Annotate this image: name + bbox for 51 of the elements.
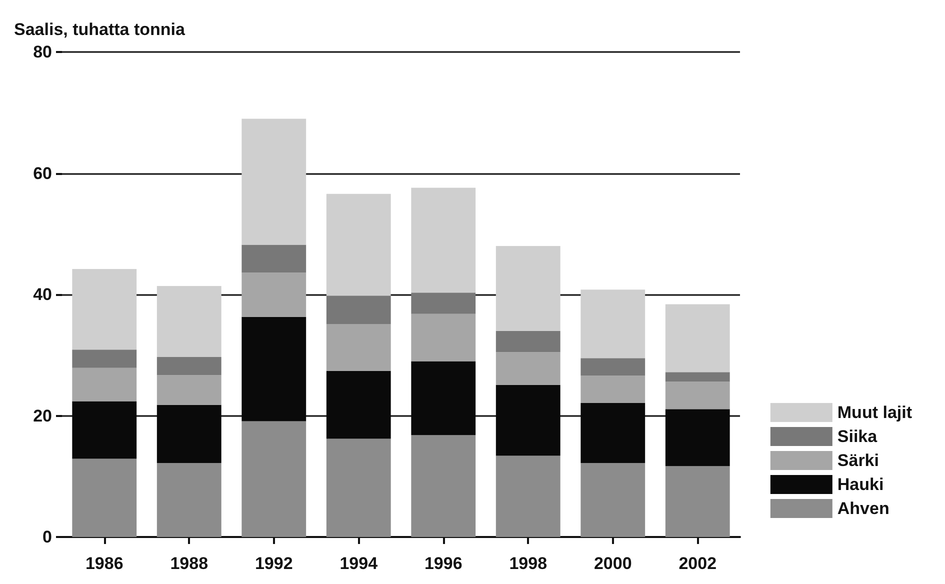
bar [580,290,646,358]
legend-label: Ahven [837,499,890,518]
bar [156,463,222,537]
bar [411,292,476,314]
y-axis-title: Saalis, tuhatta tonnia [14,20,186,39]
legend-label: Siika [837,427,878,446]
bar [242,118,306,245]
bar [326,194,391,296]
bar [242,421,306,537]
legend-label: Muut lajit [837,403,912,422]
x-tick-label: 1996 [424,554,462,573]
x-tick-label: 1988 [170,554,208,573]
bar [242,272,306,317]
bar [580,376,646,404]
bar [72,458,137,537]
bar [496,246,560,331]
bar [580,358,646,376]
y-tick-label: 60 [33,164,52,183]
bar [496,330,560,352]
bar [665,466,730,537]
bar [72,350,137,368]
bar [156,356,222,376]
x-tick-label: 1998 [509,554,548,573]
y-tick-label: 0 [42,528,52,546]
bar [411,188,476,293]
x-tick-label: 1994 [340,554,378,573]
bar [665,372,730,382]
legend-label: Särki [837,451,879,470]
legend-label: Hauki [837,475,884,494]
x-tick-label: 2002 [678,554,717,573]
bar [72,368,137,402]
y-tick-label: 40 [33,285,52,304]
bar [242,244,306,273]
bar [665,304,730,372]
bar [496,456,560,537]
bar [72,269,137,350]
bar [411,435,476,537]
bar [326,324,391,371]
bar [665,382,730,410]
bar [496,352,560,385]
bar [156,286,222,357]
bar [156,375,222,405]
bar [580,463,646,537]
bar [411,314,476,362]
x-tick-label: 1992 [254,554,293,573]
bar [326,296,391,324]
y-tick-label: 80 [33,42,52,62]
x-tick-label: 1986 [85,554,124,573]
y-tick-label: 20 [33,406,52,426]
bar [326,438,391,537]
x-tick-label: 2000 [594,554,632,573]
